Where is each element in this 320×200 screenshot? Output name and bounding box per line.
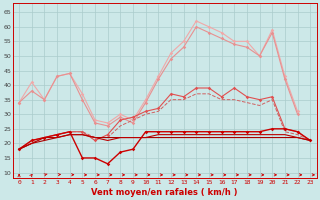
X-axis label: Vent moyen/en rafales ( km/h ): Vent moyen/en rafales ( km/h ) xyxy=(92,188,238,197)
